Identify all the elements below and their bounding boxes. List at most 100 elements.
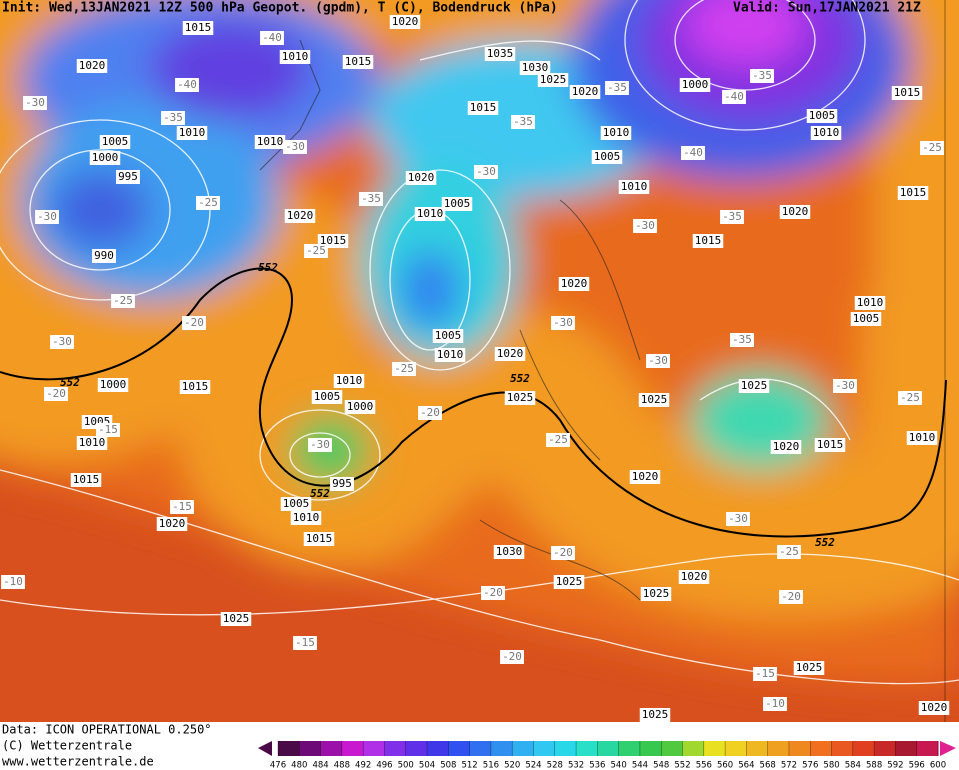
pressure-label-bg: [89, 151, 121, 165]
pressure-label-box: 990: [92, 249, 116, 263]
pressure-label-box: 1015: [467, 101, 499, 115]
pressure-label-bg: [76, 436, 108, 450]
temperature-label-bg: [304, 244, 328, 258]
pressure-label-box: 1010: [279, 50, 311, 64]
pressure-label-box: 1015: [179, 380, 211, 394]
pressure-label-box: 1000: [679, 78, 711, 92]
pressure-label-bg: [891, 86, 923, 100]
colorbar-swatch: [639, 741, 662, 756]
colorbar-swatch: [278, 741, 300, 756]
pressure-label: 1015: [306, 532, 333, 545]
temperature-label-box: -30: [833, 379, 857, 393]
temperature-label: -35: [607, 81, 627, 94]
pressure-label-box: 1020: [389, 15, 421, 29]
temperature-label-bg: [833, 379, 857, 393]
init-label: Init: Wed,13JAN2021 12Z 500 hPa Geopot. …: [2, 1, 558, 16]
colorbar-tick-label: 528: [547, 761, 563, 770]
temperature-label-bg: [182, 316, 206, 330]
colorbar-swatch: [788, 741, 811, 756]
pressure-label: 1015: [470, 101, 497, 114]
pressure-label: 1015: [900, 186, 927, 199]
pressure-label: 1015: [185, 21, 212, 34]
pressure-label-box: 1025: [220, 612, 252, 626]
temperature-label: -25: [113, 294, 133, 307]
pressure-label: 1020: [773, 440, 800, 453]
pressure-label-bg: [414, 207, 446, 221]
pressure-label-bg: [629, 470, 661, 484]
pressure-label: 1025: [741, 379, 768, 392]
temperature-label-bg: [605, 81, 629, 95]
temperature-label: -35: [722, 210, 742, 223]
colorbar-tick-label: 592: [887, 761, 903, 770]
pressure-label: 1000: [92, 151, 119, 164]
temperature-label: -25: [922, 141, 942, 154]
colorbar-tick-label: 488: [334, 761, 350, 770]
pressure-label-box: 1010: [290, 511, 322, 525]
pressure-label-bg: [467, 101, 499, 115]
pressure-label: 1010: [257, 135, 284, 148]
pressure-label-box: 1020: [558, 277, 590, 291]
data-source: Data: ICON OPERATIONAL 0.250°: [2, 723, 212, 737]
pressure-label-box: 1005: [311, 390, 343, 404]
pressure-label-box: 1015: [342, 55, 374, 69]
temperature-label: -35: [732, 333, 752, 346]
pressure-label-bg: [679, 78, 711, 92]
isobars: [0, 0, 959, 685]
pressure-label-box: 1020: [494, 347, 526, 361]
pressure-label: 1010: [336, 374, 363, 387]
temperature-label-bg: [474, 165, 498, 179]
pressure-label: 1010: [293, 511, 320, 524]
colorbar-swatch: [746, 741, 769, 756]
pressure-label-bg: [850, 312, 882, 326]
temperature-label: -20: [553, 546, 573, 559]
pressure-label: 1015: [695, 234, 722, 247]
coastlines: [259, 39, 641, 601]
geopotential-label: 552: [60, 376, 80, 389]
pressure-label-bg: [330, 477, 354, 491]
pressure-label-bg: [76, 59, 108, 73]
temperature-label-bg: [763, 697, 787, 711]
pressure-label: 1000: [347, 400, 374, 413]
colorbar-tick-label: 544: [632, 761, 648, 770]
pressure-label-box: 1010: [854, 296, 886, 310]
pressure-label-bg: [569, 85, 601, 99]
temperature-label-box: -20: [44, 387, 68, 401]
pressure-label-bg: [303, 532, 335, 546]
pressure-label: 1005: [444, 197, 471, 210]
pressure-label-bg: [279, 50, 311, 64]
pressure-label: 1020: [572, 85, 599, 98]
temperature-label-box: -35: [730, 333, 754, 347]
temperature-label-box: -25: [898, 391, 922, 405]
temperature-label-box: -30: [726, 512, 750, 526]
colorbar-tick-label: 480: [291, 761, 307, 770]
pressure-label: 1010: [282, 50, 309, 63]
colorbar-swatch: [427, 741, 449, 756]
temperature-label-box: -25: [546, 433, 570, 447]
pressure-label-bg: [342, 55, 374, 69]
temperature-label: -10: [3, 575, 23, 588]
temperature-label-bg: [196, 196, 220, 210]
temperature-label: -30: [835, 379, 855, 392]
temperature-label: -15: [98, 423, 118, 436]
pressure-label-box: 1010: [618, 180, 650, 194]
pressure-label: 1025: [507, 391, 534, 404]
colorbar-swatch: [703, 741, 726, 756]
pressure-label: 1005: [435, 329, 462, 342]
colorbar-tick-label: 516: [483, 761, 499, 770]
pressure-label-box: 1010: [906, 431, 938, 445]
colorbar-tick-label: 584: [845, 761, 861, 770]
pressure-label-box: 1015: [303, 532, 335, 546]
pressure-label-box: 995: [330, 477, 354, 491]
pressure-label-bg: [738, 379, 770, 393]
pressure-label-bg: [441, 197, 473, 211]
pressure-label: 1020: [497, 347, 524, 360]
pressure-label: 1020: [632, 470, 659, 483]
temperature-label: -30: [553, 316, 573, 329]
temperature-label-bg: [720, 210, 744, 224]
pressure-label-box: 1015: [814, 438, 846, 452]
pressure-label: 1020: [79, 59, 106, 72]
pressure-label-box: 1025: [793, 661, 825, 675]
pressure-label-bg: [434, 348, 466, 362]
pressure-label: 1010: [813, 126, 840, 139]
pressure-label-bg: [284, 209, 316, 223]
